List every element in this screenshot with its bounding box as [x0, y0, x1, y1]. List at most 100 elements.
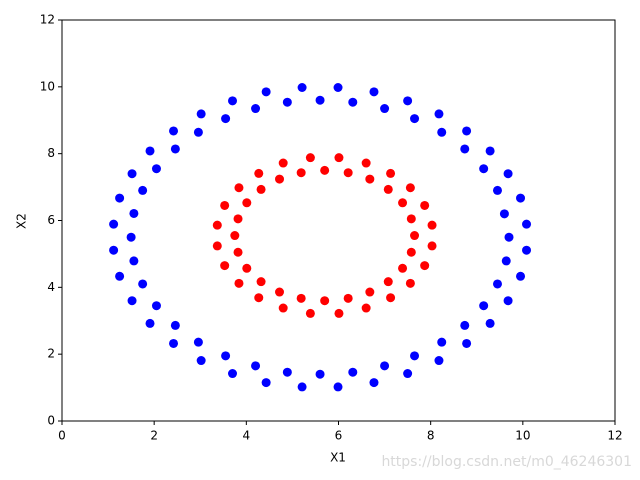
point: [410, 351, 420, 361]
point: [479, 301, 489, 311]
y-tick-label: 6: [47, 213, 55, 227]
point: [420, 200, 430, 210]
point: [503, 169, 513, 179]
point: [212, 241, 222, 251]
point: [405, 183, 415, 193]
plot-frame: [61, 19, 616, 422]
y-tick-label: 4: [47, 280, 55, 294]
point: [115, 271, 125, 281]
point: [275, 287, 285, 297]
point: [361, 158, 371, 168]
point: [212, 220, 222, 230]
x-tick-label: 6: [335, 429, 343, 443]
point: [406, 214, 416, 224]
point: [138, 185, 148, 195]
point: [485, 146, 495, 156]
point: [386, 168, 396, 178]
point: [503, 296, 513, 306]
point: [151, 164, 161, 174]
point: [492, 185, 502, 195]
point: [462, 338, 472, 348]
point: [170, 144, 180, 154]
point: [333, 382, 343, 392]
point: [256, 184, 266, 194]
point: [145, 146, 155, 156]
point: [522, 219, 532, 229]
point: [151, 301, 161, 311]
point: [261, 378, 271, 388]
point: [334, 308, 344, 318]
point: [220, 261, 230, 271]
point: [420, 261, 430, 271]
point: [460, 144, 470, 154]
point: [234, 183, 244, 193]
point: [127, 169, 137, 179]
point: [230, 231, 240, 241]
x-tick-label: 10: [515, 429, 530, 443]
point: [305, 308, 315, 318]
point: [398, 263, 408, 273]
x-tick-label: 12: [607, 429, 622, 443]
point: [516, 193, 526, 203]
y-tick-label: 12: [40, 13, 55, 27]
point: [193, 127, 203, 137]
point: [410, 114, 420, 124]
x-tick-label: 2: [150, 429, 158, 443]
point: [196, 109, 206, 119]
point: [233, 247, 243, 257]
point: [380, 361, 390, 371]
point: [126, 232, 136, 242]
point: [129, 208, 139, 218]
point: [254, 293, 264, 303]
point: [343, 168, 353, 178]
y-tick-label: 0: [47, 414, 55, 428]
point: [169, 126, 179, 136]
point: [369, 87, 379, 97]
point: [275, 174, 285, 184]
point: [365, 174, 375, 184]
point: [492, 279, 502, 289]
point: [398, 198, 408, 208]
point: [254, 168, 264, 178]
point: [334, 153, 344, 163]
point: [320, 296, 330, 306]
point: [437, 127, 447, 137]
point: [228, 96, 238, 106]
point: [410, 231, 420, 241]
x-tick-label: 8: [427, 429, 435, 443]
point: [315, 95, 325, 105]
y-axis-label: X2: [15, 213, 29, 229]
point: [193, 337, 203, 347]
point: [234, 278, 244, 288]
point: [434, 109, 444, 119]
point: [251, 361, 261, 371]
point: [233, 214, 243, 224]
point: [169, 338, 179, 348]
x-tick-label: 4: [243, 429, 251, 443]
point: [170, 320, 180, 330]
point: [522, 245, 532, 255]
point: [479, 164, 489, 174]
point: [361, 303, 371, 313]
point: [256, 277, 266, 287]
point: [129, 256, 139, 266]
point: [386, 293, 396, 303]
point: [109, 245, 119, 255]
point: [403, 96, 413, 106]
point: [251, 104, 261, 114]
point: [282, 97, 292, 107]
point: [383, 184, 393, 194]
point: [282, 367, 292, 377]
point: [348, 367, 358, 377]
point: [485, 318, 495, 328]
point: [405, 278, 415, 288]
point: [343, 293, 353, 303]
point: [365, 287, 375, 297]
point: [427, 220, 437, 230]
point: [320, 165, 330, 175]
point: [501, 256, 511, 266]
point: [297, 382, 307, 392]
point: [196, 356, 206, 366]
point: [221, 114, 231, 124]
